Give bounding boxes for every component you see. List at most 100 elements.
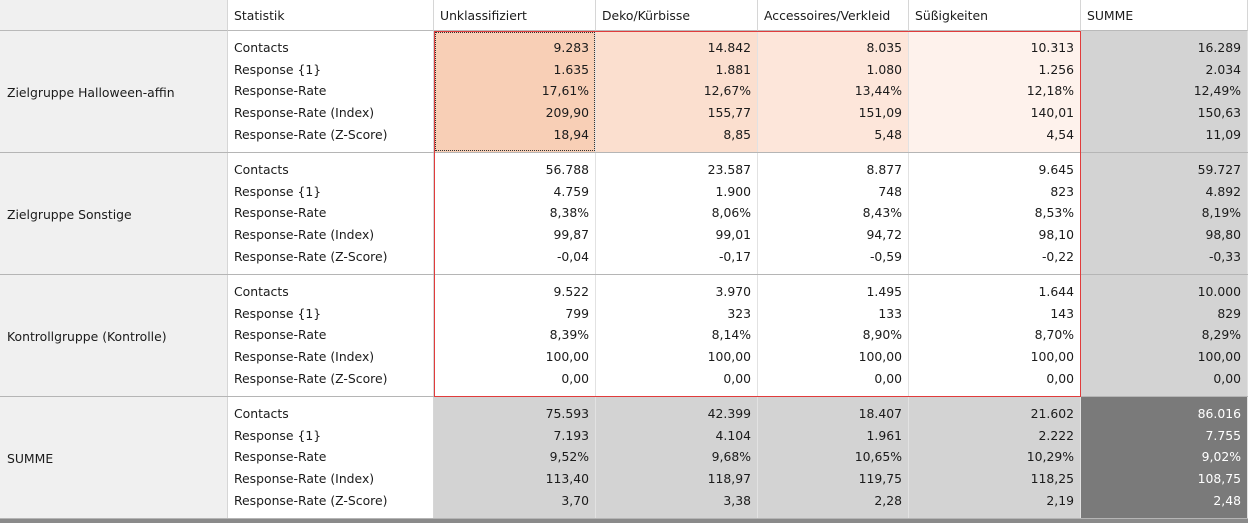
data-cell-unklassifiziert[interactable]: 9.283 1.635 17,61% 209,90 18,94 xyxy=(434,31,596,153)
header-col-suessigkeiten[interactable]: Süßigkeiten xyxy=(909,0,1081,31)
row-header[interactable]: Zielgruppe Sonstige xyxy=(0,153,228,275)
value-response-rate-zscore: 3,70 xyxy=(561,492,589,508)
value-response: 2.034 xyxy=(1205,61,1241,77)
value-response-rate-index: 100,00 xyxy=(1030,349,1074,365)
stat-label-response-rate-zscore: Response-Rate (Z-Score) xyxy=(234,248,388,264)
value-response-rate-index: 118,25 xyxy=(1030,471,1074,487)
data-cell-deko-kuerbisse[interactable]: 23.587 1.900 8,06% 99,01 -0,17 xyxy=(596,153,758,275)
table-bottom-border xyxy=(0,519,1248,523)
value-response-rate-index: 155,77 xyxy=(707,105,751,121)
data-cell-summe[interactable]: 86.016 7.755 9,02% 108,75 2,48 xyxy=(1081,397,1248,519)
value-response-rate-zscore: -0,59 xyxy=(869,248,902,264)
value-response: 1.881 xyxy=(715,61,751,77)
value-response: 4.892 xyxy=(1205,183,1241,199)
value-response-rate-zscore: 3,38 xyxy=(723,492,751,508)
stat-label-contacts: Contacts xyxy=(234,406,289,421)
value-response-rate: 8,38% xyxy=(549,205,589,221)
value-response-rate: 12,67% xyxy=(703,83,751,99)
value-response: 7.755 xyxy=(1205,427,1241,443)
value-contacts: 42.399 xyxy=(707,406,751,421)
data-cell-deko-kuerbisse[interactable]: 42.399 4.104 9,68% 118,97 3,38 xyxy=(596,397,758,519)
data-cell-summe[interactable]: 59.727 4.892 8,19% 98,80 -0,33 xyxy=(1081,153,1248,275)
value-response-rate-zscore: 0,00 xyxy=(1213,370,1241,386)
value-response-rate: 10,29% xyxy=(1026,449,1074,465)
row-header[interactable]: Zielgruppe Halloween-affin xyxy=(0,31,228,153)
value-response-rate: 9,52% xyxy=(549,449,589,465)
value-response-rate-index: 119,75 xyxy=(858,471,902,487)
stat-label-response-rate-index: Response-Rate (Index) xyxy=(234,227,375,243)
statistik-cell: Contacts Response {1} Response-Rate Respons… xyxy=(228,275,434,397)
stat-label-response: Response {1} xyxy=(234,183,322,199)
value-contacts: 9.283 xyxy=(553,40,589,55)
row-header[interactable]: Kontrollgruppe (Kontrolle) xyxy=(0,275,228,397)
value-response-rate-index: 150,63 xyxy=(1197,105,1241,121)
value-response-rate: 13,44% xyxy=(854,83,902,99)
value-response-rate: 12,49% xyxy=(1193,83,1241,99)
value-contacts: 18.407 xyxy=(858,406,902,421)
value-contacts: 23.587 xyxy=(707,162,751,177)
value-response-rate: 8,90% xyxy=(862,327,902,343)
header-col-summe[interactable]: SUMME xyxy=(1081,0,1248,31)
data-cell-suessigkeiten[interactable]: 1.644 143 8,70% 100,00 0,00 xyxy=(909,275,1081,397)
value-response-rate-zscore: 0,00 xyxy=(1046,370,1074,386)
value-response-rate-index: 151,09 xyxy=(858,105,902,121)
value-response: 4.759 xyxy=(553,183,589,199)
value-contacts: 56.788 xyxy=(545,162,589,177)
header-col-accessoires[interactable]: Accessoires/Verkleid xyxy=(758,0,909,31)
data-cell-summe[interactable]: 10.000 829 8,29% 100,00 0,00 xyxy=(1081,275,1248,397)
header-col-unklassifiziert[interactable]: Unklassifiziert xyxy=(434,0,596,31)
value-response-rate-index: 99,01 xyxy=(715,227,751,243)
value-response: 4.104 xyxy=(715,427,751,443)
data-cell-accessoires[interactable]: 8.877 748 8,43% 94,72 -0,59 xyxy=(758,153,909,275)
value-response-rate: 8,53% xyxy=(1034,205,1074,221)
stat-label-response: Response {1} xyxy=(234,427,322,443)
value-response: 143 xyxy=(1050,305,1074,321)
data-cell-unklassifiziert[interactable]: 56.788 4.759 8,38% 99,87 -0,04 xyxy=(434,153,596,275)
value-contacts: 9.522 xyxy=(553,284,589,299)
value-response-rate-zscore: 2,28 xyxy=(874,492,902,508)
data-cell-unklassifiziert[interactable]: 75.593 7.193 9,52% 113,40 3,70 xyxy=(434,397,596,519)
value-response: 1.635 xyxy=(553,61,589,77)
value-response-rate: 12,18% xyxy=(1026,83,1074,99)
data-cell-accessoires[interactable]: 1.495 133 8,90% 100,00 0,00 xyxy=(758,275,909,397)
header-col-deko-kuerbisse[interactable]: Deko/Kürbisse xyxy=(596,0,758,31)
value-contacts: 9.645 xyxy=(1038,162,1074,177)
value-response-rate-zscore: 2,19 xyxy=(1046,492,1074,508)
value-response-rate-zscore: -0,17 xyxy=(718,248,751,264)
stat-label-response-rate-zscore: Response-Rate (Z-Score) xyxy=(234,126,388,142)
row-header[interactable]: SUMME xyxy=(0,397,228,519)
row-header-label: Zielgruppe Halloween-affin xyxy=(7,84,175,100)
value-response-rate: 8,14% xyxy=(711,327,751,343)
value-response-rate: 9,68% xyxy=(711,449,751,465)
data-cell-suessigkeiten[interactable]: 10.313 1.256 12,18% 140,01 4,54 xyxy=(909,31,1081,153)
statistik-cell: Contacts Response {1} Response-Rate Respons… xyxy=(228,397,434,519)
value-response: 1.961 xyxy=(866,427,902,443)
stat-label-response-rate: Response-Rate xyxy=(234,449,327,465)
value-response-rate: 9,02% xyxy=(1201,449,1241,465)
header-statistik[interactable]: Statistik xyxy=(228,0,434,31)
data-cell-accessoires[interactable]: 18.407 1.961 10,65% 119,75 2,28 xyxy=(758,397,909,519)
row-header-label: SUMME xyxy=(7,450,54,466)
group-divider xyxy=(0,274,1248,275)
stat-label-response-rate-zscore: Response-Rate (Z-Score) xyxy=(234,492,388,508)
value-response-rate-zscore: -0,22 xyxy=(1041,248,1074,264)
value-response-rate-zscore: 5,48 xyxy=(874,126,902,142)
data-cell-summe[interactable]: 16.289 2.034 12,49% 150,63 11,09 xyxy=(1081,31,1248,153)
value-response: 823 xyxy=(1050,183,1074,199)
data-cell-suessigkeiten[interactable]: 21.602 2.222 10,29% 118,25 2,19 xyxy=(909,397,1081,519)
value-response: 1.900 xyxy=(715,183,751,199)
value-response-rate-index: 140,01 xyxy=(1030,105,1074,121)
data-cell-accessoires[interactable]: 8.035 1.080 13,44% 151,09 5,48 xyxy=(758,31,909,153)
value-response-rate: 8,70% xyxy=(1034,327,1074,343)
data-cell-deko-kuerbisse[interactable]: 14.842 1.881 12,67% 155,77 8,85 xyxy=(596,31,758,153)
value-contacts: 75.593 xyxy=(545,406,589,421)
value-response-rate-index: 98,80 xyxy=(1205,227,1241,243)
data-cell-unklassifiziert[interactable]: 9.522 799 8,39% 100,00 0,00 xyxy=(434,275,596,397)
value-contacts: 1.644 xyxy=(1038,284,1074,299)
value-response-rate-index: 100,00 xyxy=(1197,349,1241,365)
value-contacts: 10.313 xyxy=(1030,40,1074,55)
data-cell-suessigkeiten[interactable]: 9.645 823 8,53% 98,10 -0,22 xyxy=(909,153,1081,275)
data-cell-deko-kuerbisse[interactable]: 3.970 323 8,14% 100,00 0,00 xyxy=(596,275,758,397)
value-response-rate-index: 108,75 xyxy=(1197,471,1241,487)
